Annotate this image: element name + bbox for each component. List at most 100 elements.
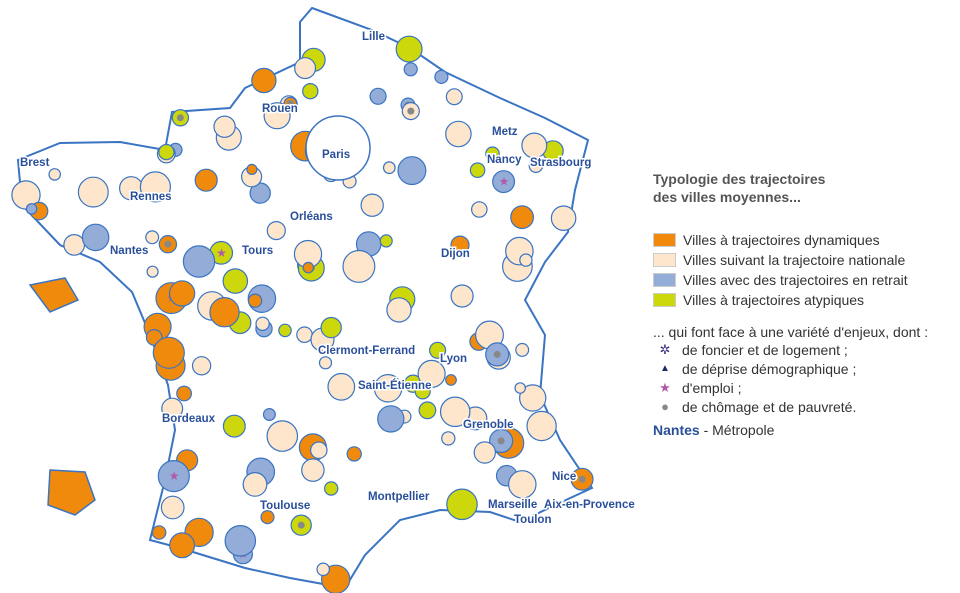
city-area xyxy=(507,470,537,499)
city-label: Montpellier xyxy=(368,491,430,503)
city-label: Nantes xyxy=(110,245,148,257)
city-area xyxy=(160,495,185,520)
legend-category: Villes suivant la trajectoire nationale xyxy=(653,250,928,270)
legend-metropole: Nantes - Métropole xyxy=(653,422,928,438)
city-area xyxy=(25,203,38,215)
city-area xyxy=(342,249,376,283)
city-area xyxy=(263,102,291,130)
city-area xyxy=(213,115,236,138)
city-area xyxy=(260,509,275,525)
city-label: Toulouse xyxy=(260,500,310,512)
city-area xyxy=(445,374,457,386)
city-area xyxy=(249,182,271,204)
legend-title-line: Typologie des trajectoires xyxy=(653,171,826,187)
city-area xyxy=(242,472,268,497)
employment-star-icon: ★ xyxy=(169,469,180,483)
city-area xyxy=(161,397,184,420)
issue-label: d'emploi ; xyxy=(682,379,742,396)
issue-label: de foncier et de logement ; xyxy=(682,341,848,358)
legend-title-line: des villes moyennes... xyxy=(653,189,801,205)
city-area xyxy=(377,405,405,433)
city-area xyxy=(434,69,449,85)
city-area xyxy=(320,316,342,339)
paris-area xyxy=(305,115,371,181)
city-area xyxy=(224,524,257,557)
city-area xyxy=(309,441,328,459)
oleron xyxy=(47,469,96,516)
city-area xyxy=(194,168,218,192)
city-area xyxy=(373,373,403,403)
dot-icon: ● xyxy=(661,399,669,414)
city-label: Lille xyxy=(362,31,385,43)
city-area xyxy=(395,35,423,63)
city-label: Metz xyxy=(492,126,518,138)
metro-city: Nantes xyxy=(653,422,700,438)
city-area xyxy=(222,268,249,294)
city-area xyxy=(346,446,362,462)
city-area xyxy=(145,230,160,245)
city-area xyxy=(151,525,167,540)
city-area xyxy=(429,341,447,359)
city-area xyxy=(191,356,212,376)
legend: Typologie des trajectoires des villes mo… xyxy=(653,170,928,438)
poverty-dot-icon xyxy=(497,437,505,445)
city-area xyxy=(470,201,488,218)
city-label: Rouen xyxy=(262,103,298,115)
city-area xyxy=(510,205,534,230)
city-label: Brest xyxy=(20,157,50,169)
city-area xyxy=(246,163,258,175)
city-label: Grenoble xyxy=(463,419,513,431)
city-area xyxy=(152,336,185,369)
legend-category: Villes avec des trajectoires en retrait xyxy=(653,270,928,290)
city-area xyxy=(417,359,446,388)
city-area xyxy=(526,410,557,442)
city-area xyxy=(473,441,496,464)
city-area xyxy=(302,82,319,100)
city-area xyxy=(158,143,175,161)
category-label: Villes suivant la trajectoire nationale xyxy=(683,252,906,268)
poverty-dot-icon xyxy=(493,350,501,358)
city-area xyxy=(519,384,547,412)
france-map: ★★★★★★ LilleRouenParisBrestRennesOrléans… xyxy=(11,6,636,593)
city-label: Dijon xyxy=(441,248,470,260)
city-area xyxy=(251,67,277,94)
belle-ile xyxy=(28,277,80,313)
poverty-dot-icon xyxy=(407,107,415,115)
city-area xyxy=(318,356,333,370)
poverty-dot-icon xyxy=(297,521,305,529)
legend-issue: ▲ de déprise démographique ; xyxy=(657,359,928,378)
city-area xyxy=(255,316,270,331)
city-label: Saint-Étienne xyxy=(358,379,431,392)
city-area xyxy=(369,87,387,105)
poverty-dot-icon xyxy=(176,114,184,122)
city-label: Nancy xyxy=(487,154,522,166)
city-area xyxy=(439,396,471,428)
city-label: Aix-en-Provence xyxy=(544,499,635,511)
city-area xyxy=(379,234,393,248)
city-label: Marseille xyxy=(488,499,537,511)
city-area xyxy=(418,401,437,420)
city-label: Tours xyxy=(242,245,273,257)
issues-title: ... qui font face à une variété d'enjeux… xyxy=(653,324,929,340)
city-label: Orléans xyxy=(290,211,333,223)
legend-category: Villes à trajectoires dynamiques xyxy=(653,230,928,250)
city-area xyxy=(550,205,577,231)
employment-star-icon: ★ xyxy=(216,246,227,260)
city-area xyxy=(77,176,109,208)
city-area xyxy=(209,297,240,328)
metro-label: - Métropole xyxy=(699,422,775,438)
city-area xyxy=(302,261,315,274)
city-area xyxy=(182,245,216,278)
city-area xyxy=(222,414,246,438)
city-label: Paris xyxy=(322,149,350,161)
city-area xyxy=(397,156,427,186)
issue-label: de déprise démographique ; xyxy=(682,360,857,377)
city-area xyxy=(528,158,544,173)
legend-categories: Villes à trajectoires dynamiques Villes … xyxy=(653,230,928,310)
category-label: Villes à trajectoires dynamiques xyxy=(683,232,880,248)
city-label: Rennes xyxy=(130,191,172,203)
city-label: Clermont-Ferrand xyxy=(318,345,415,357)
city-area xyxy=(445,88,463,106)
city-area xyxy=(324,481,339,496)
swatch-atypical xyxy=(653,293,676,307)
